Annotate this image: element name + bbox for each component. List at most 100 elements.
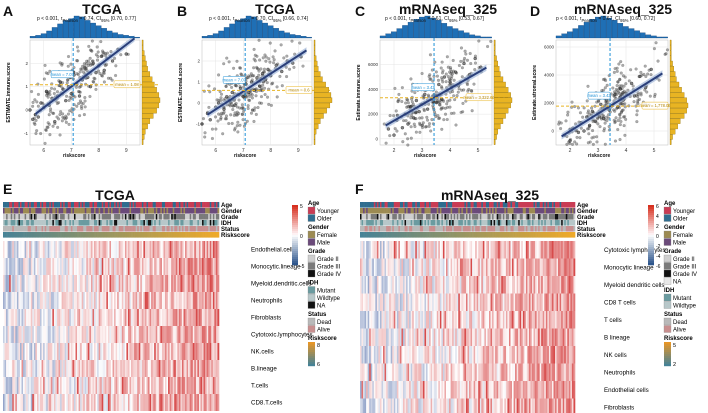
y-hist-bar (313, 102, 331, 109)
heat-cell (479, 276, 482, 294)
annotation-cell (135, 220, 138, 226)
annotation-cell (573, 208, 576, 214)
cloud-point (96, 54, 100, 59)
heat-cell (432, 258, 435, 276)
annotation-cell (206, 202, 209, 208)
cloud-point (261, 56, 265, 60)
heat-cell (165, 309, 167, 326)
heat-cell (29, 360, 32, 377)
annotation-cell (61, 202, 64, 208)
heat-cell (103, 343, 106, 360)
heat-cell (46, 292, 49, 309)
y-hist-bar (493, 129, 499, 135)
annotation-cell (508, 208, 511, 214)
annotation-cell (399, 208, 402, 214)
cloud-point (618, 91, 622, 96)
heat-cell (160, 326, 163, 343)
annotation-cell (140, 220, 143, 226)
row-label: Myeloid.dendritic.cells (251, 281, 312, 288)
heat-cell (206, 258, 209, 275)
annotation-cell (135, 226, 138, 232)
annotation-cell (524, 214, 527, 220)
heat-cell (476, 276, 479, 294)
annotation-cell (168, 226, 170, 232)
heat-cell (375, 241, 378, 259)
annotation-cell (361, 208, 364, 214)
heat-cell (212, 343, 215, 360)
heat-cell (413, 241, 416, 259)
x-hist-bar (424, 15, 431, 39)
heat-cell (390, 258, 393, 276)
heat-cell (548, 276, 551, 294)
annotation-cell (77, 208, 79, 214)
heat-cell (64, 241, 67, 258)
heat-cell (138, 394, 141, 411)
heat-cell (208, 377, 211, 394)
cloud-point (592, 135, 596, 139)
annotation-cell (432, 202, 435, 208)
annotation-cell (192, 232, 195, 238)
cloud-point (81, 64, 85, 68)
heat-cell (444, 276, 447, 294)
cloud-point (443, 112, 448, 116)
annotation-cell (404, 208, 407, 214)
cloud-point (219, 113, 223, 117)
annotation-cell (44, 214, 47, 220)
annotation-cell (178, 220, 181, 226)
annotation-cell (398, 202, 401, 208)
cloud-point (616, 80, 620, 84)
annotation-cell (57, 220, 59, 226)
annotation-cell (568, 232, 571, 238)
heat-cell (92, 377, 95, 394)
annotation-cell (427, 202, 430, 208)
annotation-cell (94, 202, 96, 208)
heat-cell (215, 292, 218, 309)
annotation-cell (481, 214, 484, 220)
cloud-point (81, 102, 85, 106)
heat-cell (545, 241, 548, 259)
annotation-cell (547, 232, 550, 238)
heat-cell (194, 326, 197, 343)
cloud-point (665, 48, 670, 52)
heat-cell (211, 360, 214, 377)
heat-cell (363, 258, 365, 276)
cloud-point (448, 98, 452, 102)
annotation-cell (32, 214, 35, 220)
x-hist-bar (223, 27, 230, 39)
annotation-cell (504, 232, 507, 238)
annotation-cell (553, 226, 556, 232)
cloud-point (629, 68, 633, 72)
annotation-cell (15, 232, 18, 238)
annotation-cell (209, 232, 212, 238)
annotation-cell (473, 208, 476, 214)
heat-cell (479, 258, 482, 276)
annotation-cell (124, 214, 127, 220)
annotation-cell (107, 226, 110, 232)
heat-cell (138, 377, 141, 394)
annotation-cell (15, 226, 18, 232)
cloud-point (102, 80, 106, 84)
cloud-point (429, 129, 433, 133)
annotation-cell (143, 202, 146, 208)
annotation-cell (378, 226, 381, 232)
heat-cell (171, 360, 174, 377)
heat-cell (505, 276, 508, 294)
cloud-point (448, 66, 453, 70)
heatmap-E: AgeGenderGradeIDHStatusRiskscoreEndothel… (3, 201, 341, 411)
annotation-cell (465, 232, 468, 238)
heat-cell (181, 292, 184, 309)
heat-cell (550, 241, 553, 259)
annotation-cell (418, 226, 421, 232)
annotation-cell (83, 226, 86, 232)
cloud-point (619, 71, 623, 75)
heat-cell (33, 258, 36, 275)
annotation-cell (166, 232, 169, 238)
annotation-cell (516, 226, 519, 232)
cloud-point (590, 106, 594, 110)
annotation-cell (538, 214, 540, 220)
heat-cell (12, 377, 15, 394)
heat-cell (197, 377, 200, 394)
annotation-cell (191, 202, 194, 208)
heat-cell (90, 394, 93, 411)
heat-cell (178, 241, 181, 258)
